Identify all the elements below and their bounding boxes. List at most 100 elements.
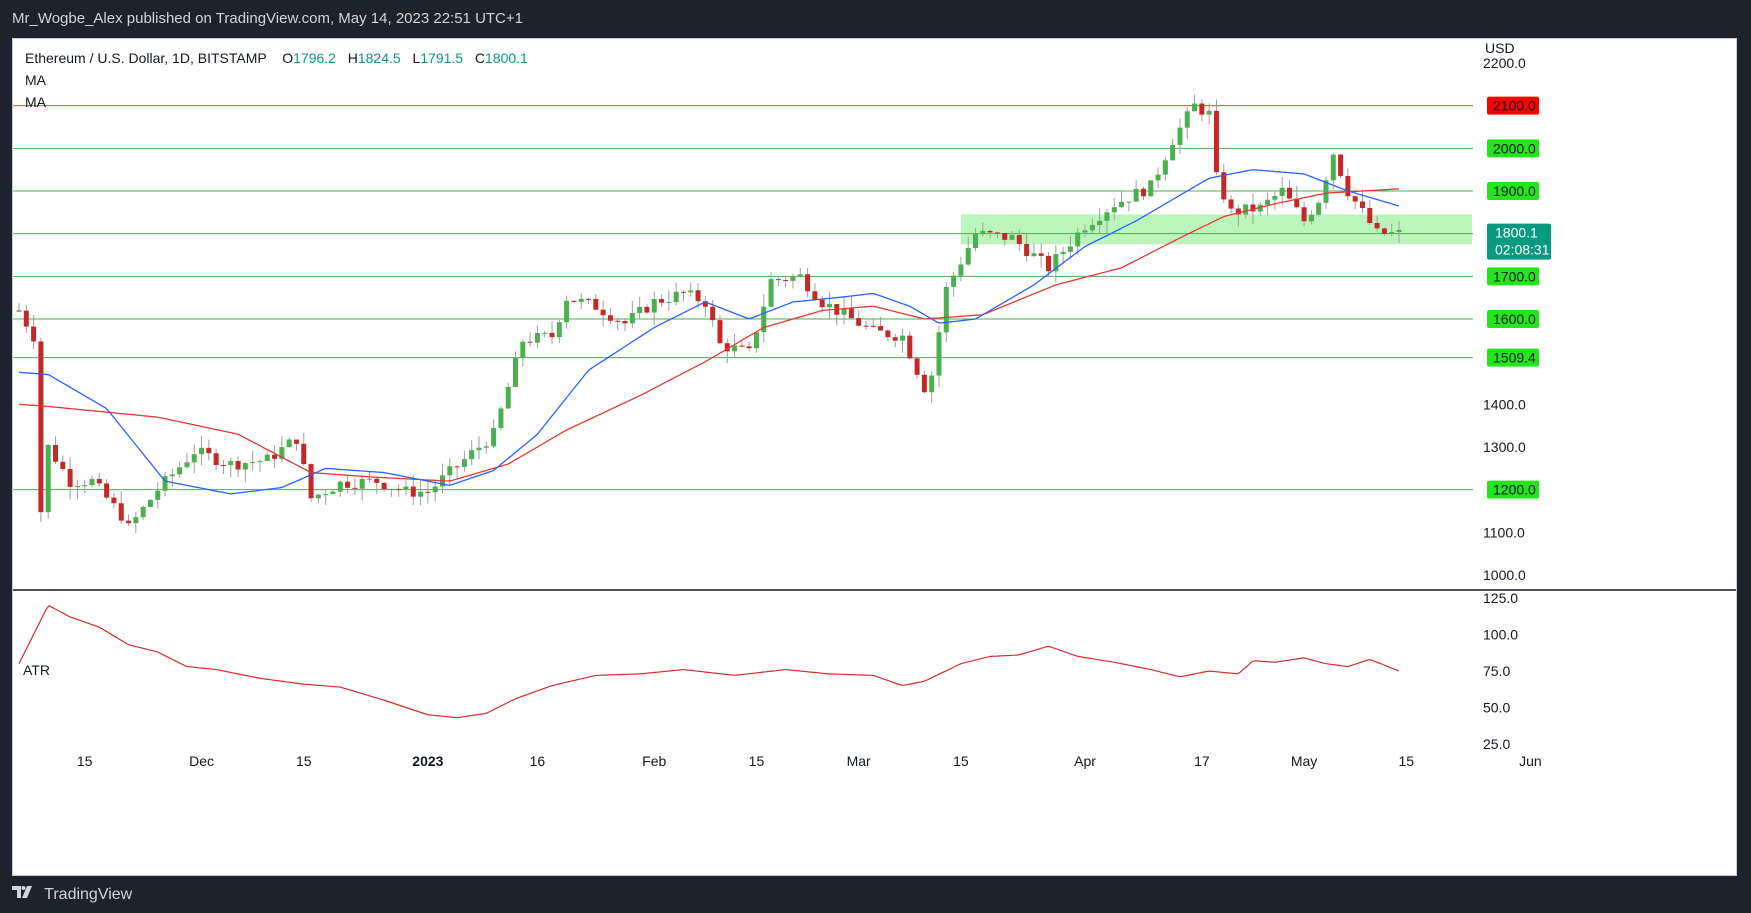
legend-ma-slow[interactable]: MA: [25, 94, 46, 110]
candle-up: [637, 306, 643, 313]
atr-pane-label[interactable]: ATR: [23, 662, 50, 678]
candle-up: [264, 454, 270, 462]
candle-up: [140, 506, 146, 518]
price-tick-label: 1000.0: [1483, 567, 1526, 583]
candle-down: [293, 439, 299, 444]
candle-up: [432, 486, 438, 493]
candle-up: [1206, 110, 1212, 115]
candle-up: [951, 275, 957, 287]
candle-up: [1031, 253, 1037, 257]
candle-down: [67, 468, 73, 487]
last-price-value: 1800.1: [1495, 225, 1538, 241]
candle-down: [272, 454, 278, 459]
candle-down: [1367, 207, 1373, 223]
candle-up: [1060, 251, 1066, 255]
x-axis-label: 16: [530, 753, 546, 769]
candle-down: [775, 279, 781, 281]
candle-up: [1155, 174, 1161, 181]
candle-down: [659, 299, 665, 303]
candle-down: [863, 325, 869, 327]
candle-down: [1338, 154, 1344, 176]
candle-up: [1192, 103, 1198, 112]
candle-up: [1082, 230, 1088, 233]
candle-down: [1024, 243, 1030, 257]
candle-up: [191, 454, 197, 463]
candle-up: [1075, 232, 1081, 247]
candle-down: [987, 230, 993, 233]
candle-down: [1016, 235, 1022, 244]
atr-line: [18, 604, 1400, 719]
candle-down: [856, 318, 862, 326]
x-axis-label: Dec: [189, 753, 214, 769]
candle-up: [1089, 225, 1095, 231]
candle-up: [483, 446, 489, 448]
candle-down: [1140, 188, 1146, 197]
candle-up: [1097, 220, 1103, 226]
candle-down: [454, 466, 460, 468]
footer-brand: TradingView: [44, 886, 133, 903]
candle-up: [929, 375, 935, 393]
currency-label: USD: [1485, 40, 1515, 56]
candle-down: [206, 447, 212, 454]
x-axis-label: 15: [77, 753, 93, 769]
candle-up: [556, 322, 562, 338]
level-tag: [1487, 310, 1539, 328]
footer-bar: TradingView: [0, 876, 1751, 913]
candle-up: [958, 264, 964, 276]
candle-up: [403, 486, 409, 490]
candle-up: [1126, 201, 1132, 203]
legend-o-label: O: [282, 50, 294, 66]
candle-up: [1162, 160, 1168, 175]
candle-down: [1359, 201, 1365, 208]
candle-down: [301, 443, 307, 465]
level-tag-label: 1200.0: [1493, 482, 1536, 498]
candle-up: [447, 466, 453, 476]
candle-up: [1111, 207, 1117, 213]
level-tag-label: 1600.0: [1493, 311, 1536, 327]
candle-down: [892, 337, 898, 341]
candle-up: [366, 478, 372, 480]
publish-line: Mr_Wogbe_Alex published on TradingView.c…: [12, 10, 523, 27]
candle-down: [921, 374, 927, 393]
candle-down: [38, 341, 44, 513]
level-tag: [1487, 267, 1539, 286]
candle-down: [111, 497, 117, 504]
candle-down: [220, 465, 226, 467]
candle-down: [622, 320, 628, 324]
x-axis-label: May: [1291, 753, 1317, 769]
candle-up: [82, 485, 88, 487]
price-tick-label: 2200.0: [1483, 55, 1526, 71]
candle-up: [1133, 188, 1139, 202]
candle-down: [213, 453, 219, 466]
candle-up: [476, 447, 482, 451]
legend-symbol[interactable]: Ethereum / U.S. Dollar, 1D, BITSTAMP: [25, 50, 267, 66]
legend-ma-fast[interactable]: MA: [25, 72, 46, 88]
x-axis-label: 15: [1399, 753, 1415, 769]
x-axis-label: 15: [296, 753, 312, 769]
candle-up: [1396, 229, 1402, 232]
candle-up: [242, 463, 248, 470]
candle-down: [549, 332, 555, 338]
candle-down: [644, 306, 650, 313]
x-axis-label: 2023: [412, 753, 443, 769]
candle-up: [330, 491, 336, 495]
candle-up: [768, 279, 774, 307]
candle-down: [710, 306, 716, 321]
chart-frame[interactable]: USD 2200.0 1400.0 1300.0 1100.0 1000.0 2100.0 2…: [12, 38, 1737, 876]
candles-group: [16, 94, 1402, 533]
candle-down: [1381, 228, 1387, 234]
candle-up: [651, 299, 657, 313]
candle-up: [673, 291, 679, 303]
candle-up: [286, 439, 292, 448]
candle-down: [1374, 222, 1380, 229]
candle-down: [717, 320, 723, 344]
candle-down: [586, 298, 592, 300]
candle-down: [308, 464, 314, 499]
candle-down: [607, 315, 613, 321]
candle-up: [250, 462, 256, 464]
candle-up: [1067, 246, 1073, 252]
candle-up: [666, 302, 672, 304]
candle-down: [878, 326, 884, 331]
candle-up: [1177, 127, 1183, 146]
